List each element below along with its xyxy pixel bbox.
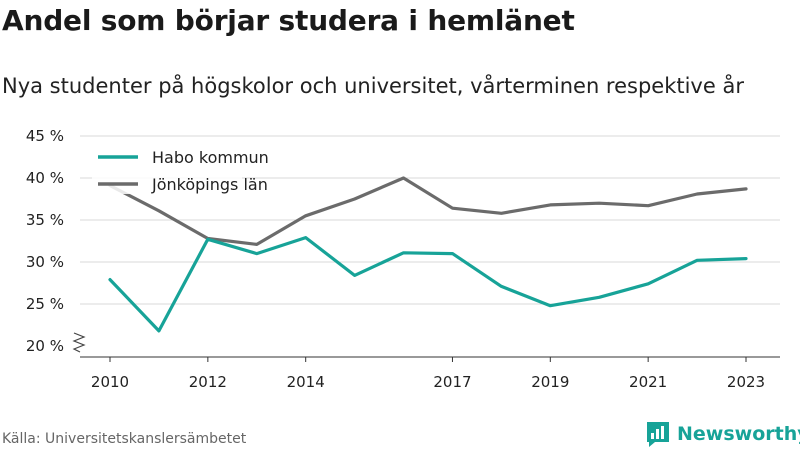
y-tick-label: 40 % [26, 169, 64, 187]
y-tick-label: 45 % [26, 127, 64, 145]
series-lines [108, 176, 748, 333]
axis-break-icon [72, 332, 86, 353]
x-tick-label: 2023 [727, 373, 765, 391]
brand-logo: Newsworthy [645, 420, 800, 448]
bar-chart-logo-icon [647, 422, 669, 447]
chart-title: Andel som börjar studera i hemlänet [2, 4, 575, 37]
x-tick-label: 2019 [531, 373, 569, 391]
source-note: Källa: Universitetskanslersämbetet [2, 431, 247, 447]
x-tick-label: 2010 [91, 373, 129, 391]
y-tick-label: 30 % [26, 253, 64, 271]
x-tick-label: 2014 [287, 373, 325, 391]
x-tick-label: 2021 [629, 373, 667, 391]
y-tick-label: 25 % [26, 295, 64, 313]
y-axis: 20 % 25 % 30 % 35 % 40 % 45 % [26, 127, 86, 355]
legend-label: Habo kommun [152, 148, 269, 167]
legend-background [92, 149, 242, 167]
x-tick-label: 2017 [433, 373, 471, 391]
chart-subtitle: Nya studenter på högskolor och universit… [2, 74, 744, 98]
legend-background [92, 176, 242, 194]
x-axis: 2010 2012 2014 2017 2019 2021 2023 [80, 356, 780, 391]
series-line-j-nk-pings-l-n [108, 176, 748, 246]
legend: Habo kommun Jönköpings län [92, 148, 269, 194]
legend-label: Jönköpings län [151, 175, 268, 194]
series-line-habo-kommun [108, 236, 748, 333]
brand-name: Newsworthy [677, 423, 800, 445]
y-tick-label: 35 % [26, 211, 64, 229]
x-tick-label: 2012 [189, 373, 227, 391]
y-tick-label: 20 % [26, 337, 64, 355]
